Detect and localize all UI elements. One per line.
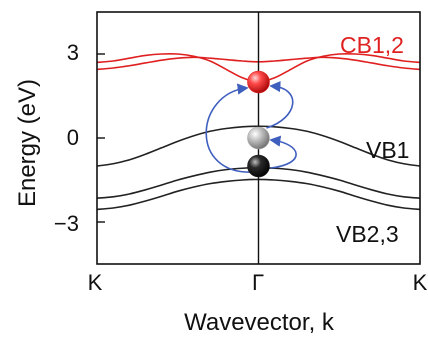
x-tick-label-gamma: Γ — [252, 270, 264, 295]
arrow-right-hole-to-mid — [269, 135, 297, 169]
marker-hole-vb — [247, 154, 270, 178]
y-tick-label-neg3: −3 — [54, 211, 79, 236]
transition-arrows — [205, 80, 297, 173]
x-tick-label-k-right: K — [413, 270, 428, 295]
marker-electron-cb — [247, 70, 270, 94]
x-axis-title: Wavevector, k — [184, 309, 335, 336]
x-tick-label-k-left: K — [88, 270, 103, 295]
y-tick-label-3: 3 — [67, 40, 79, 65]
markers-layer — [247, 70, 270, 178]
marker-state-mid — [247, 126, 270, 150]
arrow-right-mid-to-cb — [266, 80, 294, 129]
vb1-band-label: VB1 — [366, 137, 409, 163]
y-axis-title: Energy (eV) — [14, 79, 41, 207]
arrow-left-hole-to-cb — [205, 83, 255, 173]
vb23-band-label: VB2,3 — [336, 221, 399, 247]
cb-band-label: CB1,2 — [340, 32, 404, 58]
y-tick-label-0: 0 — [67, 125, 79, 150]
